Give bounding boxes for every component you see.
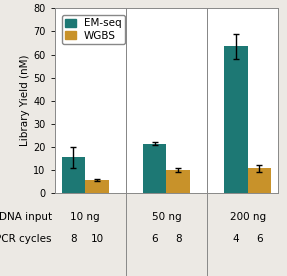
Y-axis label: Library Yield (nM): Library Yield (nM) <box>20 55 30 147</box>
Text: 6: 6 <box>256 234 263 244</box>
Text: 10: 10 <box>90 234 104 244</box>
Text: 10 ng: 10 ng <box>70 212 100 222</box>
Text: 6: 6 <box>151 234 158 244</box>
Text: 50 ng: 50 ng <box>152 212 181 222</box>
Text: DNA input: DNA input <box>0 212 52 222</box>
Bar <box>85 180 109 193</box>
Bar <box>248 168 271 193</box>
Text: PCR cycles: PCR cycles <box>0 234 52 244</box>
Bar <box>143 144 166 193</box>
Text: 200 ng: 200 ng <box>230 212 266 222</box>
Legend: EM-seq, WGBS: EM-seq, WGBS <box>62 15 125 44</box>
Bar <box>166 170 190 193</box>
Text: 8: 8 <box>70 234 77 244</box>
Bar <box>224 46 248 193</box>
Text: 4: 4 <box>232 234 239 244</box>
Bar <box>62 157 85 193</box>
Text: 8: 8 <box>175 234 182 244</box>
